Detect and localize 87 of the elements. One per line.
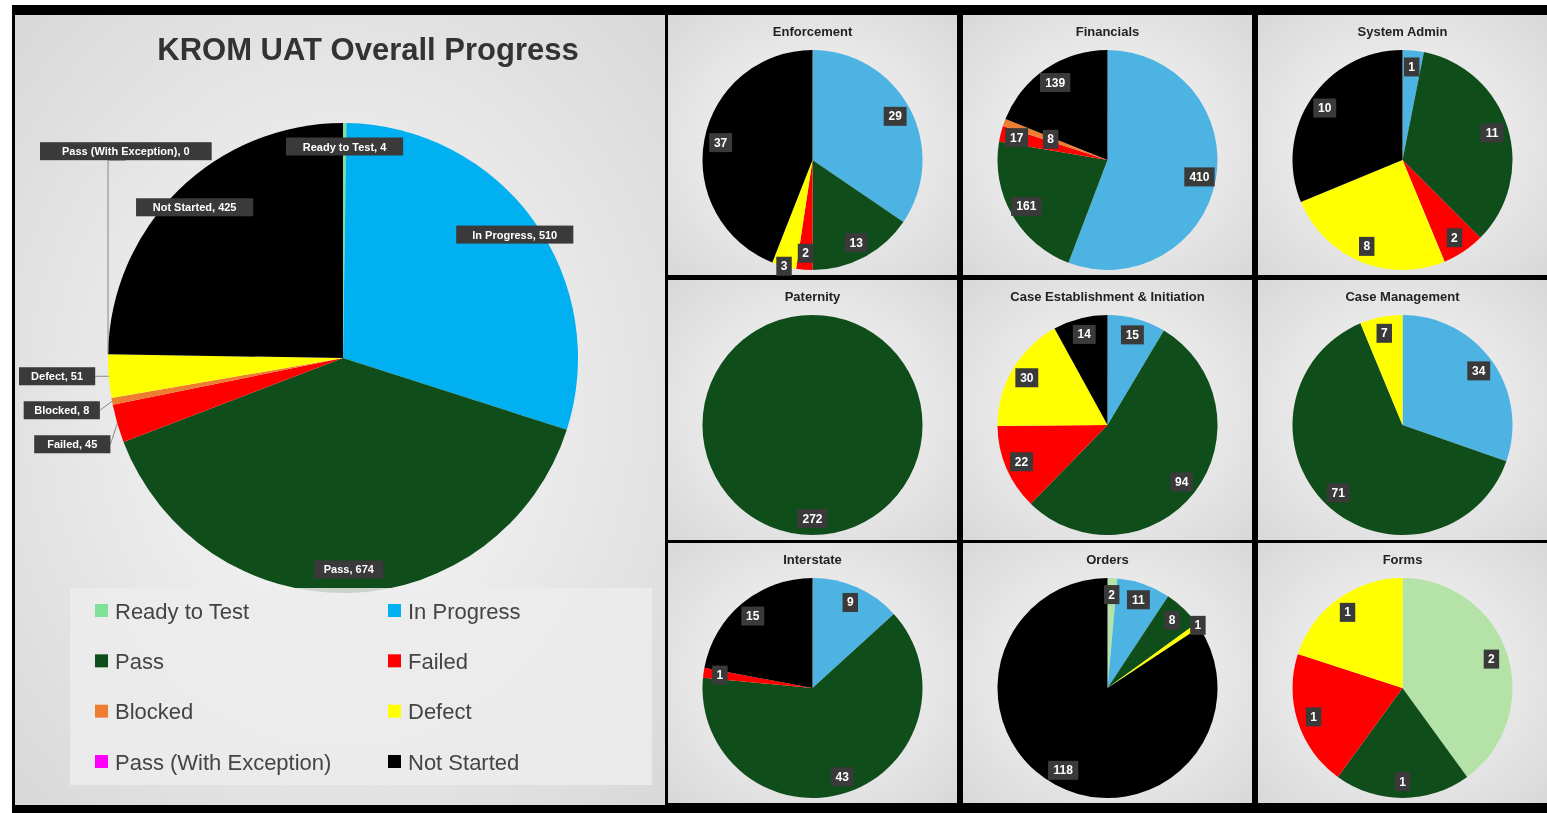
- data-label: 17: [1010, 130, 1024, 145]
- data-label: Defect, 51: [31, 370, 84, 383]
- data-label: 272: [802, 511, 823, 526]
- pie-slice: [1068, 50, 1218, 270]
- data-label: 34: [1472, 363, 1486, 378]
- data-label: 1: [1310, 709, 1318, 724]
- data-label: Blocked, 8: [34, 404, 90, 417]
- legend-label: Pass (With Exception): [115, 749, 332, 775]
- data-label: 410: [1189, 169, 1210, 184]
- legend-label: Pass: [115, 648, 164, 674]
- data-label: 29: [888, 109, 903, 124]
- chart-title: Orders: [1086, 552, 1129, 567]
- pie-slice: [1292, 654, 1403, 777]
- data-label: 8: [1047, 132, 1055, 147]
- data-label: 71: [1331, 485, 1346, 500]
- data-label: 1: [716, 668, 724, 683]
- legend-label: Failed: [408, 648, 468, 674]
- legend-label: In Progress: [408, 598, 521, 624]
- data-label: 22: [1014, 454, 1029, 469]
- legend-label: Ready to Test: [115, 598, 250, 624]
- pie-slice: [812, 160, 904, 270]
- pie-slice: [997, 425, 1108, 504]
- pie-slice: [704, 578, 813, 688]
- data-label: 10: [1318, 101, 1332, 116]
- data-label: 30: [1020, 370, 1034, 385]
- data-label: 37: [713, 135, 728, 150]
- pie-slice: [812, 578, 894, 688]
- data-label: 94: [1174, 474, 1189, 489]
- data-label: In Progress, 510: [472, 228, 558, 241]
- data-label: 1: [1194, 618, 1202, 633]
- pie-slice: [112, 358, 343, 442]
- data-label: 2: [1451, 230, 1459, 245]
- chart-title: Forms: [1382, 552, 1423, 567]
- pie-slice: [702, 50, 813, 263]
- legend-label: Not Started: [408, 749, 520, 775]
- data-label: 8: [1363, 239, 1371, 254]
- pie-slice: [111, 358, 343, 405]
- pie-slice: [702, 613, 923, 798]
- legend-label: Defect: [408, 699, 472, 725]
- pie-slice: [1292, 50, 1403, 203]
- data-label: 161: [1016, 199, 1037, 214]
- data-label: 1: [1399, 774, 1407, 789]
- data-label: Pass, 674: [323, 563, 375, 576]
- pie-slice: [1402, 315, 1513, 462]
- pie-slice: [1005, 50, 1108, 160]
- data-label: Failed, 45: [47, 438, 98, 451]
- data-label: 11: [1132, 592, 1146, 607]
- data-label: 2: [802, 246, 810, 261]
- data-label: Ready to Test, 4: [302, 140, 388, 153]
- data-label: Not Started, 425: [152, 201, 237, 214]
- pie-slice: [997, 141, 1108, 263]
- data-label: 13: [849, 235, 864, 250]
- pie-slice: [812, 50, 923, 222]
- data-label: 9: [846, 595, 854, 610]
- data-label: 2: [1108, 587, 1116, 602]
- data-label: 3: [780, 259, 788, 274]
- pie-slice: [997, 328, 1108, 426]
- pie-slice: [1402, 578, 1513, 777]
- chart-title: System Admin: [1357, 24, 1448, 39]
- data-label: 14: [1077, 327, 1092, 342]
- data-label: 11: [1485, 125, 1499, 140]
- pie-slice: [1292, 323, 1507, 535]
- data-label: 118: [1053, 763, 1074, 778]
- chart-title: Financials: [1075, 24, 1140, 39]
- chart-title: Interstate: [783, 552, 842, 567]
- pie-slice: [1297, 578, 1403, 688]
- data-label: 15: [746, 609, 760, 624]
- data-label: 2: [1488, 652, 1496, 667]
- data-label: 139: [1045, 75, 1066, 90]
- pie-slice: [1300, 160, 1445, 270]
- pie-slice: [1337, 688, 1468, 798]
- data-label: 1: [1344, 605, 1352, 620]
- data-label: 43: [835, 769, 850, 784]
- chart-title: Enforcement: [772, 24, 853, 39]
- data-label: 8: [1168, 613, 1176, 628]
- data-label: 15: [1125, 327, 1140, 342]
- chart-title: KROM UAT Overall Progress: [157, 32, 579, 67]
- pie-slice: [1402, 160, 1481, 262]
- data-label: 1: [1408, 59, 1416, 74]
- data-label: 7: [1380, 326, 1388, 341]
- chart-title: Paternity: [784, 289, 842, 304]
- pie-slice: [997, 578, 1218, 798]
- legend-label: Blocked: [115, 699, 194, 725]
- text: Pass (With Exception), 0: [62, 145, 190, 158]
- pie-slice: [108, 354, 343, 399]
- chart-title: Case Management: [1345, 289, 1461, 304]
- chart-title: Case Establishment & Initiation: [1010, 289, 1205, 304]
